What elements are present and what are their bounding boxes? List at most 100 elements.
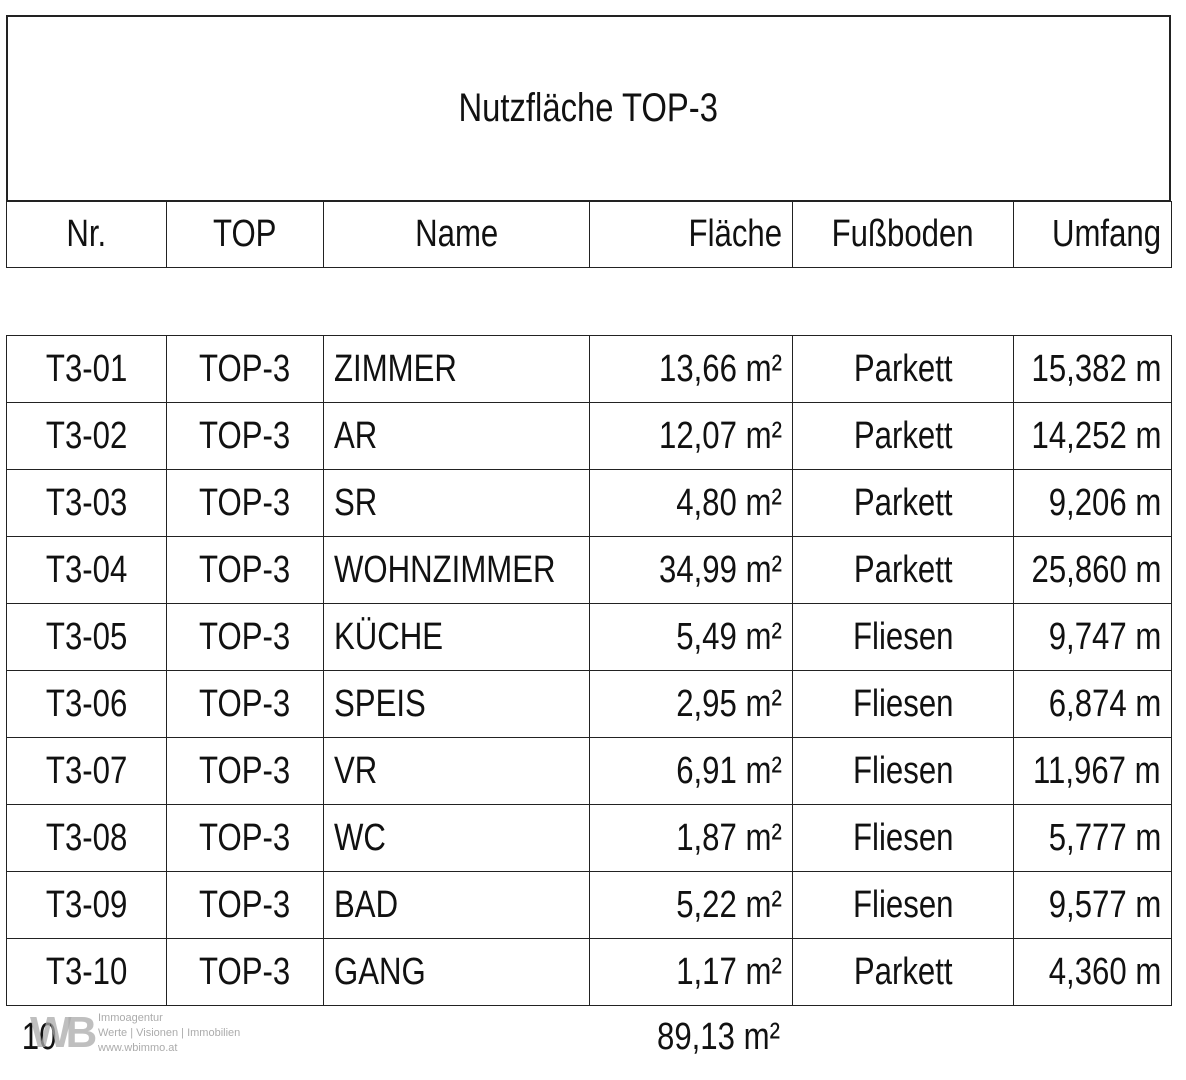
- table-cell: T3-03: [6, 469, 167, 537]
- table-cell-text: 9,747 m: [1048, 615, 1161, 658]
- header-cell: Fußboden: [792, 201, 1014, 268]
- header-cell-text: Umfang: [1051, 213, 1161, 255]
- table-cell-text: Parkett: [853, 347, 953, 390]
- header-cell-text: Fußboden: [831, 213, 975, 255]
- table-cell-text: 5,22 m²: [676, 883, 782, 926]
- table-cell: Fliesen: [792, 603, 1014, 671]
- table-cell-text: 25,860 m: [1031, 548, 1161, 591]
- header-cell: TOP: [166, 201, 324, 268]
- table-cell: TOP-3: [166, 804, 324, 872]
- table-cell: 1,87 m²: [589, 804, 793, 872]
- table-cell: SR: [323, 469, 590, 537]
- table-cell-text: VR: [334, 749, 378, 792]
- table-cell-text: SR: [334, 481, 378, 524]
- table-cell: AR: [323, 402, 590, 470]
- watermark-line: www.wbimmo.at: [98, 1042, 178, 1054]
- table-cell: T3-06: [6, 670, 167, 738]
- table-cell-text: TOP-3: [199, 950, 291, 993]
- table-cell-text: TOP-3: [199, 548, 291, 591]
- table-cell-text: TOP-3: [199, 347, 291, 390]
- table-cell-text: TOP-3: [199, 414, 291, 457]
- table-cell: TOP-3: [166, 536, 324, 604]
- table-cell: SPEIS: [323, 670, 590, 738]
- table-cell: Fliesen: [792, 737, 1014, 805]
- header-cell-text: Name: [414, 213, 499, 255]
- table-cell-text: TOP-3: [199, 816, 291, 859]
- table-cell: T3-08: [6, 804, 167, 872]
- table-cell-text: AR: [334, 414, 378, 457]
- table-cell: 12,07 m²: [589, 402, 793, 470]
- table-cell-text: GANG: [334, 950, 426, 993]
- table-cell-text: Fliesen: [852, 816, 954, 859]
- table-cell: Parkett: [792, 469, 1014, 537]
- table-cell-text: Parkett: [853, 950, 953, 993]
- watermark-logo: WB: [30, 1008, 97, 1057]
- table-cell: 14,252 m: [1013, 402, 1172, 470]
- table-cell: T3-07: [6, 737, 167, 805]
- table-cell: 13,66 m²: [589, 335, 793, 403]
- table-cell: T3-09: [6, 871, 167, 939]
- table-cell: 4,360 m: [1013, 938, 1172, 1006]
- table-cell-text: T3-05: [45, 615, 128, 658]
- total-text: 89,13 m²: [657, 1016, 780, 1058]
- table-cell: 11,967 m: [1013, 737, 1172, 805]
- header-cell-text: Nr.: [66, 213, 107, 255]
- title-box: Nutzfläche TOP-3: [6, 15, 1171, 202]
- table-cell-text: T3-07: [45, 749, 128, 792]
- header-cell-text: Fläche: [688, 213, 782, 255]
- table-cell-text: Parkett: [853, 481, 953, 524]
- table-cell: TOP-3: [166, 938, 324, 1006]
- table-cell: T3-02: [6, 402, 167, 470]
- header-cell: Nr.: [6, 201, 167, 268]
- table-cell-text: 14,252 m: [1031, 414, 1161, 457]
- table-cell-text: Parkett: [853, 414, 953, 457]
- table-cell: 9,577 m: [1013, 871, 1172, 939]
- table-cell-text: 1,87 m²: [676, 816, 782, 859]
- title: Nutzfläche TOP-3: [458, 86, 719, 130]
- count-text: 10: [21, 1016, 57, 1058]
- table-cell-text: Fliesen: [852, 883, 954, 926]
- table-cell: BAD: [323, 871, 590, 939]
- table-cell: 2,95 m²: [589, 670, 793, 738]
- table-cell-text: KÜCHE: [334, 615, 444, 658]
- table-cell-text: BAD: [334, 883, 399, 926]
- table-cell-text: T3-06: [45, 682, 128, 725]
- table-cell-text: TOP-3: [199, 682, 291, 725]
- footer-total: 89,13 m²: [630, 1016, 780, 1059]
- table-cell-text: TOP-3: [199, 615, 291, 658]
- table-cell: T3-01: [6, 335, 167, 403]
- table-cell: VR: [323, 737, 590, 805]
- table-cell: Parkett: [792, 335, 1014, 403]
- watermark-line: Immoagentur: [98, 1012, 163, 1024]
- table-cell: 34,99 m²: [589, 536, 793, 604]
- table-cell-text: ZIMMER: [334, 347, 457, 390]
- table-cell: T3-10: [6, 938, 167, 1006]
- table-cell-text: 13,66 m²: [659, 347, 782, 390]
- table-cell: TOP-3: [166, 469, 324, 537]
- header-cell: Name: [323, 201, 590, 268]
- table-cell: KÜCHE: [323, 603, 590, 671]
- table-cell-text: 6,91 m²: [676, 749, 782, 792]
- table-cell-text: Parkett: [853, 548, 953, 591]
- table-cell-text: WC: [334, 816, 386, 859]
- table-cell: Parkett: [792, 402, 1014, 470]
- table-cell: TOP-3: [166, 871, 324, 939]
- table-cell-text: Fliesen: [852, 682, 954, 725]
- table-cell: T3-05: [6, 603, 167, 671]
- table-cell-text: 2,95 m²: [676, 682, 782, 725]
- table-cell: 5,777 m: [1013, 804, 1172, 872]
- table-cell: GANG: [323, 938, 590, 1006]
- table-cell: WC: [323, 804, 590, 872]
- table-cell-text: WOHNZIMMER: [334, 548, 556, 591]
- header-cell-text: TOP: [213, 213, 277, 255]
- table-cell: T3-04: [6, 536, 167, 604]
- table-cell: Parkett: [792, 938, 1014, 1006]
- table-cell-text: TOP-3: [199, 883, 291, 926]
- table-cell-text: Fliesen: [852, 749, 954, 792]
- table-cell-text: 4,80 m²: [676, 481, 782, 524]
- table-cell: 4,80 m²: [589, 469, 793, 537]
- table-cell-text: TOP-3: [199, 481, 291, 524]
- table-cell-text: 4,360 m: [1048, 950, 1161, 993]
- table-cell-text: 9,206 m: [1048, 481, 1161, 524]
